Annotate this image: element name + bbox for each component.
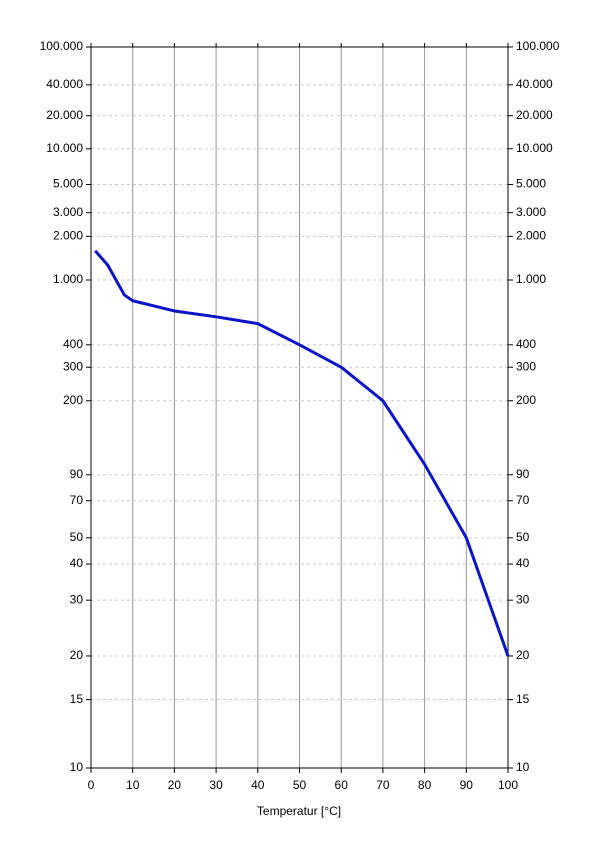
y-tick-label: 400 (63, 337, 83, 351)
x-axis-label: Temperatur [°C] (257, 804, 341, 818)
y2-tick-label: 1.000 (516, 272, 546, 286)
x-tick-label: 0 (88, 778, 95, 792)
y2-tick-label: 90 (516, 467, 530, 481)
y2-tick-label: 30 (516, 592, 530, 606)
x-tick-label: 20 (168, 778, 182, 792)
y-tick-label: 50 (70, 530, 84, 544)
y2-tick-label: 5.000 (516, 177, 546, 191)
y2-tick-label: 2.000 (516, 229, 546, 243)
y-tick-label: 200 (63, 393, 83, 407)
y-tick-label: 15 (70, 692, 84, 706)
y-tick-label: 10 (70, 760, 84, 774)
y-tick-label: 10.000 (46, 141, 83, 155)
y2-tick-label: 70 (516, 493, 530, 507)
x-tick-label: 60 (335, 778, 349, 792)
y-tick-label: 3.000 (53, 205, 83, 219)
y2-tick-label: 10.000 (516, 141, 553, 155)
y2-tick-label: 20.000 (516, 108, 553, 122)
x-tick-label: 30 (209, 778, 223, 792)
y2-tick-label: 100.000 (516, 39, 560, 53)
y2-tick-label: 40 (516, 556, 530, 570)
y2-tick-label: 400 (516, 337, 536, 351)
x-tick-label: 10 (126, 778, 140, 792)
y-tick-label: 40.000 (46, 77, 83, 91)
y-tick-label: 5.000 (53, 177, 83, 191)
y-tick-label: 20 (70, 648, 84, 662)
y-tick-label: 70 (70, 493, 84, 507)
y-tick-label: 2.000 (53, 229, 83, 243)
y2-tick-label: 50 (516, 530, 530, 544)
y2-tick-label: 15 (516, 692, 530, 706)
y-tick-label: 40 (70, 556, 84, 570)
y2-tick-label: 3.000 (516, 205, 546, 219)
y-tick-label: 20.000 (46, 108, 83, 122)
x-tick-label: 80 (418, 778, 432, 792)
x-tick-label: 90 (460, 778, 474, 792)
data-line (94, 249, 510, 657)
y2-tick-label: 200 (516, 393, 536, 407)
y2-tick-label: 20 (516, 648, 530, 662)
y-tick-label: 90 (70, 467, 84, 481)
y-tick-label: 100.000 (40, 39, 84, 53)
x-tick-label: 70 (376, 778, 390, 792)
y2-tick-label: 10 (516, 760, 530, 774)
y-tick-label: 30 (70, 592, 84, 606)
y2-tick-label: 40.000 (516, 77, 553, 91)
plot-frame (90, 46, 509, 769)
x-tick-label: 50 (293, 778, 307, 792)
y-tick-label: 300 (63, 359, 83, 373)
y2-tick-label: 300 (516, 359, 536, 373)
x-tick-label: 40 (251, 778, 265, 792)
x-tick-label: 100 (498, 778, 518, 792)
y-tick-label: 1.000 (53, 272, 83, 286)
